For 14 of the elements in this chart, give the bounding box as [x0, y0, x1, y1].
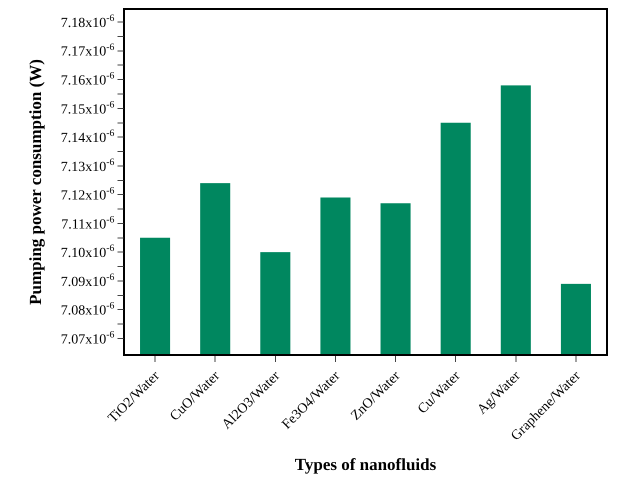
y-tick-label: 7.15x10$^{-6}$ [60, 99, 115, 118]
y-tick-label: 7.11x10$^{-6}$ [61, 214, 115, 232]
y-tick-label: 7.12x10$^{-6}$ [60, 186, 115, 204]
y-tick-label: 7.13x10$^{-6}$ [60, 156, 115, 175]
y-tick-label: 7.07x10$^{-6}$ [60, 329, 115, 348]
x-axis-title: Types of nanofluids [294, 454, 437, 474]
y-tick-label: 7.08x10$^{-6}$ [60, 300, 115, 319]
y-tick-label: 7.09x10$^{-6}$ [60, 272, 115, 290]
y-tick-label: 7.18x10$^{-6}$ [60, 13, 115, 31]
y-tick-label: 7.17x10$^{-6}$ [60, 42, 115, 60]
y-tick-label: 7.14x10$^{-6}$ [60, 128, 115, 146]
y-tick-label: 7.16x10$^{-6}$ [60, 70, 115, 89]
y-axis-title: Pumping power consumption (W) [26, 59, 45, 305]
y-tick-label: 7.10x10$^{-6}$ [60, 243, 115, 262]
